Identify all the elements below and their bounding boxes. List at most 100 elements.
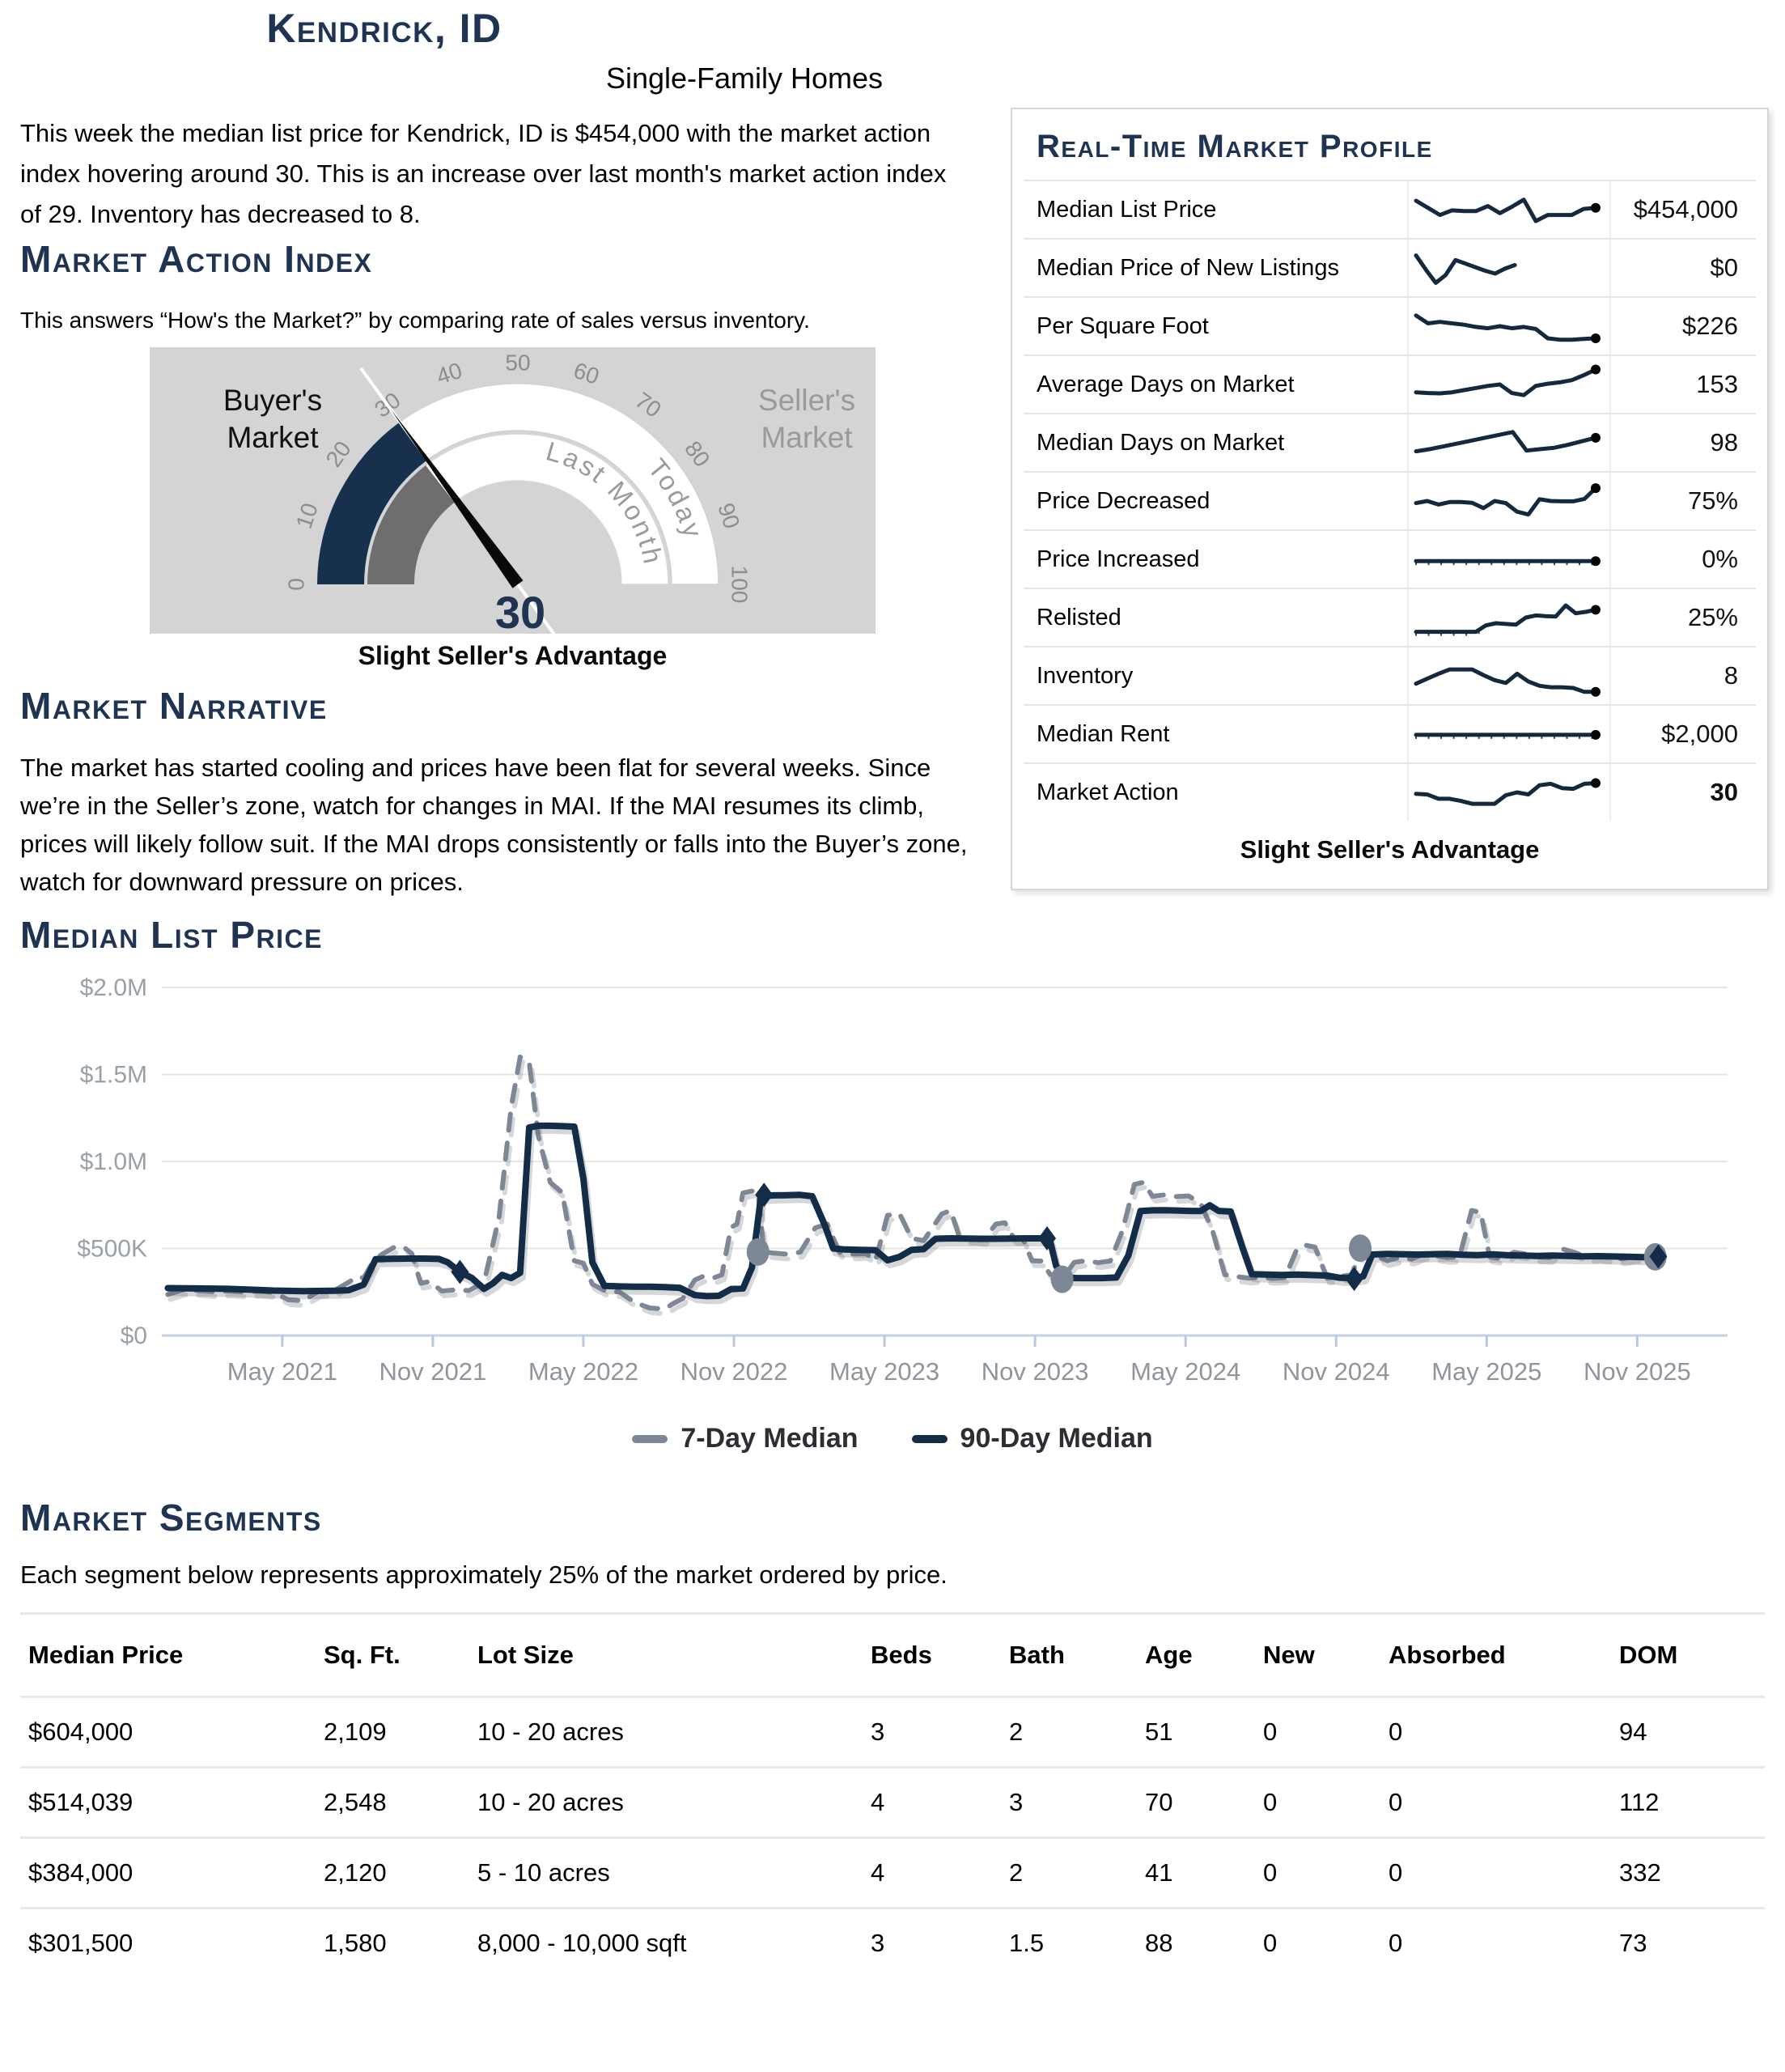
legend-label: 7-Day Median — [681, 1423, 859, 1454]
profile-row-sparkline — [1407, 706, 1609, 762]
y-axis-label: $1.0M — [80, 1149, 147, 1175]
legend-item: 90-Day Median — [911, 1423, 1153, 1454]
marker-diamond — [755, 1182, 774, 1208]
profile-row: Per Square Foot $226 — [1024, 296, 1756, 355]
profile-row-sparkline — [1407, 531, 1609, 588]
table-column-header: New — [1263, 1641, 1315, 1669]
marker-diamond — [1649, 1244, 1668, 1269]
profile-row: Median List Price $454,000 — [1024, 180, 1756, 238]
gauge-caption: Slight Seller's Advantage — [358, 641, 668, 670]
table-cell: 0 — [1389, 1717, 1403, 1746]
gauge-zone-label: Seller's Market — [758, 384, 855, 454]
legend-swatch — [911, 1434, 948, 1443]
gauge-value: 30 — [495, 587, 545, 634]
gauge-zone-label: Buyer's Market — [223, 384, 322, 454]
table-cell: $384,000 — [28, 1858, 134, 1887]
legend-label: 90-Day Median — [960, 1423, 1153, 1454]
table-column-header: Lot Size — [477, 1641, 574, 1669]
profile-row-label: Median Price of New Listings — [1037, 254, 1339, 281]
table-cell: 8,000 - 10,000 sqft — [477, 1929, 687, 1957]
profile-row: Market Action 30 — [1024, 762, 1756, 821]
series-90-day-median — [164, 1122, 1662, 1300]
table-cell: $301,500 — [28, 1929, 134, 1957]
profile-row-sparkline — [1407, 181, 1609, 238]
profile-row-label: Inventory — [1037, 662, 1134, 689]
table-column-header: Median Price — [28, 1641, 184, 1669]
profile-row-value: 8 — [1609, 648, 1756, 704]
gauge-needle — [390, 409, 524, 588]
profile-row-sparkline — [1407, 473, 1609, 529]
table-row: $301,500 1,580 8,000 - 10,000 sqft 3 1.5 88 0 0… — [20, 1908, 1765, 1978]
table-cell: 10 - 20 acres — [477, 1717, 624, 1746]
legend-item: 7-Day Median — [632, 1423, 859, 1454]
table-cell: 0 — [1263, 1858, 1278, 1887]
table-row: $604,000 2,109 10 - 20 acres 3 2 51 0 0 94 — [20, 1697, 1765, 1768]
profile-row: Median Days on Market 98 — [1024, 413, 1756, 471]
marker-circle — [1050, 1265, 1074, 1293]
section-heading-market-narrative: Market Narrative — [20, 685, 328, 727]
x-axis-label: Nov 2024 — [1283, 1357, 1390, 1386]
table-column-header: Absorbed — [1389, 1641, 1506, 1669]
table-cell: 3 — [871, 1717, 885, 1746]
table-cell: 73 — [1619, 1929, 1647, 1957]
table-column-header: DOM — [1619, 1641, 1678, 1669]
table-cell: 2,120 — [324, 1858, 387, 1887]
gauge-tick-label: 50 — [505, 350, 530, 375]
profile-row-sparkline — [1407, 589, 1609, 646]
table-cell: 2,109 — [324, 1717, 387, 1746]
table-cell: 3 — [1009, 1788, 1024, 1816]
x-axis-label: Nov 2022 — [681, 1357, 788, 1386]
profile-row-label: Per Square Foot — [1037, 312, 1209, 339]
table-row: $384,000 2,120 5 - 10 acres 4 2 41 0 0 332 — [20, 1837, 1765, 1909]
profile-row-value: $0 — [1609, 240, 1756, 296]
profile-row-label: Median Rent — [1037, 720, 1170, 747]
market-segments-description: Each segment below represents approximat… — [20, 1560, 948, 1589]
y-axis-label: $1.5M — [80, 1062, 147, 1089]
real-time-market-profile-panel: Real-Time Market Profile Median List Pri… — [1011, 108, 1769, 890]
table-header: Median Price Sq. Ft. Lot Size Beds Bath Age Ne… — [20, 1613, 1765, 1697]
x-axis-label: Nov 2023 — [982, 1357, 1089, 1386]
x-axis-label: May 2023 — [829, 1357, 939, 1386]
profile-row-sparkline — [1407, 240, 1609, 296]
profile-row-value: 98 — [1609, 414, 1756, 471]
profile-row: Price Increased 0% — [1024, 529, 1756, 588]
profile-row-label: Relisted — [1037, 604, 1121, 631]
profile-row-value: 25% — [1609, 589, 1756, 646]
profile-row: Relisted 25% — [1024, 588, 1756, 646]
profile-row: Price Decreased 75% — [1024, 471, 1756, 529]
table-cell: 2,548 — [324, 1788, 387, 1816]
profile-row-sparkline — [1407, 414, 1609, 471]
profile-row-sparkline — [1407, 298, 1609, 355]
y-axis-label: $2.0M — [80, 974, 147, 1001]
table-cell: 5 - 10 acres — [477, 1858, 610, 1887]
marker-diamond — [451, 1259, 469, 1284]
profile-row-value: $226 — [1609, 298, 1756, 355]
table-cell: 88 — [1145, 1929, 1173, 1957]
section-heading-market-segments: Market Segments — [20, 1497, 322, 1539]
x-axis-label: May 2025 — [1431, 1357, 1541, 1386]
gauge-tick-label: 100 — [727, 566, 753, 604]
y-axis-label: $500K — [77, 1236, 147, 1263]
table-cell: 0 — [1263, 1929, 1278, 1957]
table-cell: 4 — [871, 1858, 885, 1887]
page-title: Kendrick, ID — [266, 6, 502, 51]
marker-circle — [746, 1238, 770, 1266]
table-cell: 3 — [871, 1929, 885, 1957]
profile-row-value: $454,000 — [1609, 181, 1756, 238]
profile-row-sparkline — [1407, 356, 1609, 413]
table-cell: 0 — [1389, 1788, 1403, 1816]
table-row: $514,039 2,548 10 - 20 acres 4 3 70 0 0 112 — [20, 1767, 1765, 1838]
marker-diamond — [1345, 1267, 1363, 1292]
intro-paragraph: This week the median list price for Kend… — [20, 119, 947, 228]
x-axis-label: Nov 2025 — [1584, 1357, 1691, 1386]
profile-row-label: Price Increased — [1037, 546, 1200, 572]
table-cell: 2 — [1009, 1717, 1024, 1746]
table-cell: 4 — [871, 1788, 885, 1816]
median-list-price-chart: $0 $500K $1.0M $1.5M $2.0M May 2021 Nov 2021 Ma… — [20, 971, 1744, 1412]
section-heading-median-list-price: Median List Price — [20, 914, 323, 956]
profile-row-label: Median List Price — [1037, 196, 1217, 223]
median-list-price-svg: $0 $500K $1.0M $1.5M $2.0M May 2021 Nov 2021 Ma… — [77, 974, 1728, 1386]
table-cell: 70 — [1145, 1788, 1173, 1816]
table-cell: 2 — [1009, 1858, 1024, 1887]
series-7-day-median — [165, 1055, 1661, 1312]
